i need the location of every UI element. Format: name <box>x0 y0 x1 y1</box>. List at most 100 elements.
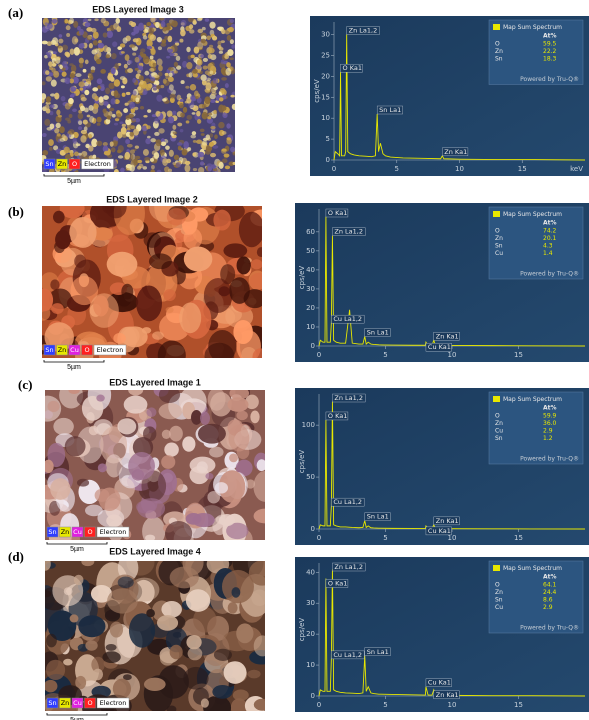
texture <box>73 574 84 586</box>
scale-bar <box>46 713 108 716</box>
legend-chip-label: Zn <box>58 160 67 168</box>
texture <box>218 161 224 169</box>
texture <box>50 79 57 87</box>
texture <box>231 587 241 598</box>
texture <box>113 79 121 87</box>
texture <box>152 84 158 91</box>
x-tick-label: 10 <box>448 534 457 542</box>
texture <box>253 470 265 502</box>
texture <box>151 164 155 170</box>
texture <box>117 576 134 589</box>
y-tick-label: 60 <box>306 228 315 236</box>
texture <box>164 442 179 457</box>
texture <box>111 113 116 118</box>
texture <box>44 25 51 32</box>
texture <box>221 29 226 35</box>
texture <box>155 139 162 147</box>
texture <box>168 168 173 172</box>
texture <box>207 490 221 504</box>
legend-chip-label: Electron <box>100 528 127 536</box>
y-tick-label: 40 <box>306 568 315 576</box>
annotation-box <box>433 690 460 700</box>
texture <box>138 62 144 66</box>
texture <box>183 666 209 690</box>
texture <box>53 70 60 78</box>
texture <box>103 101 109 106</box>
texture <box>229 277 250 304</box>
texture <box>123 395 148 414</box>
texture <box>74 254 87 268</box>
texture <box>186 147 192 152</box>
peak-annotation: Zn Ka1 <box>436 332 459 340</box>
texture <box>166 110 173 117</box>
texture <box>86 35 92 41</box>
texture <box>210 99 216 104</box>
texture <box>200 133 205 136</box>
texture <box>116 113 122 119</box>
texture <box>184 164 191 172</box>
texture <box>156 94 163 102</box>
legend-header: At% <box>543 405 557 412</box>
peak-annotation: Sn La1 <box>367 648 389 656</box>
texture <box>129 131 135 137</box>
texture <box>45 679 58 693</box>
texture <box>128 451 156 480</box>
texture <box>156 85 162 90</box>
legend-element: Zn <box>495 589 503 596</box>
texture <box>124 102 129 106</box>
texture <box>224 54 230 60</box>
texture <box>154 117 159 124</box>
texture <box>158 390 181 404</box>
texture <box>245 394 259 410</box>
texture <box>107 588 138 614</box>
legend-chip <box>71 526 84 538</box>
y-tick-label: 0 <box>326 156 330 164</box>
texture <box>220 67 227 74</box>
texture <box>49 93 56 97</box>
y-tick-label: 30 <box>306 599 315 607</box>
texture <box>137 86 142 91</box>
texture <box>45 108 51 114</box>
texture <box>169 97 175 104</box>
texture <box>173 70 178 74</box>
legend-element: O <box>495 228 500 235</box>
annotation-box <box>442 147 469 157</box>
texture <box>165 26 170 31</box>
texture <box>199 161 205 166</box>
texture <box>120 85 125 89</box>
texture <box>131 159 138 164</box>
texture <box>252 348 262 358</box>
annotation-box <box>331 314 365 324</box>
texture <box>231 103 235 110</box>
texture <box>236 256 251 275</box>
texture <box>69 614 79 623</box>
texture <box>227 134 232 138</box>
texture <box>189 456 216 474</box>
legend-chip <box>71 697 84 709</box>
texture <box>188 72 193 78</box>
texture <box>127 59 133 65</box>
texture <box>211 91 217 96</box>
texture <box>196 59 203 66</box>
texture <box>96 140 103 147</box>
texture <box>204 149 212 155</box>
texture <box>155 21 160 29</box>
texture <box>232 689 249 701</box>
texture <box>169 425 183 442</box>
texture <box>168 84 174 91</box>
scale-bar <box>43 360 105 363</box>
x-tick-label: 0 <box>317 701 321 709</box>
texture <box>200 54 205 58</box>
texture <box>70 275 99 306</box>
texture <box>75 675 87 690</box>
texture <box>113 122 119 126</box>
legend-chip-label: Zn <box>58 346 67 354</box>
texture <box>248 561 265 586</box>
image-title: EDS Layered Image 1 <box>109 377 201 387</box>
legend-chip-label: Cu <box>73 699 82 707</box>
texture <box>69 73 75 79</box>
texture <box>51 63 56 68</box>
texture <box>42 93 47 100</box>
texture <box>150 138 156 143</box>
texture <box>116 131 123 139</box>
